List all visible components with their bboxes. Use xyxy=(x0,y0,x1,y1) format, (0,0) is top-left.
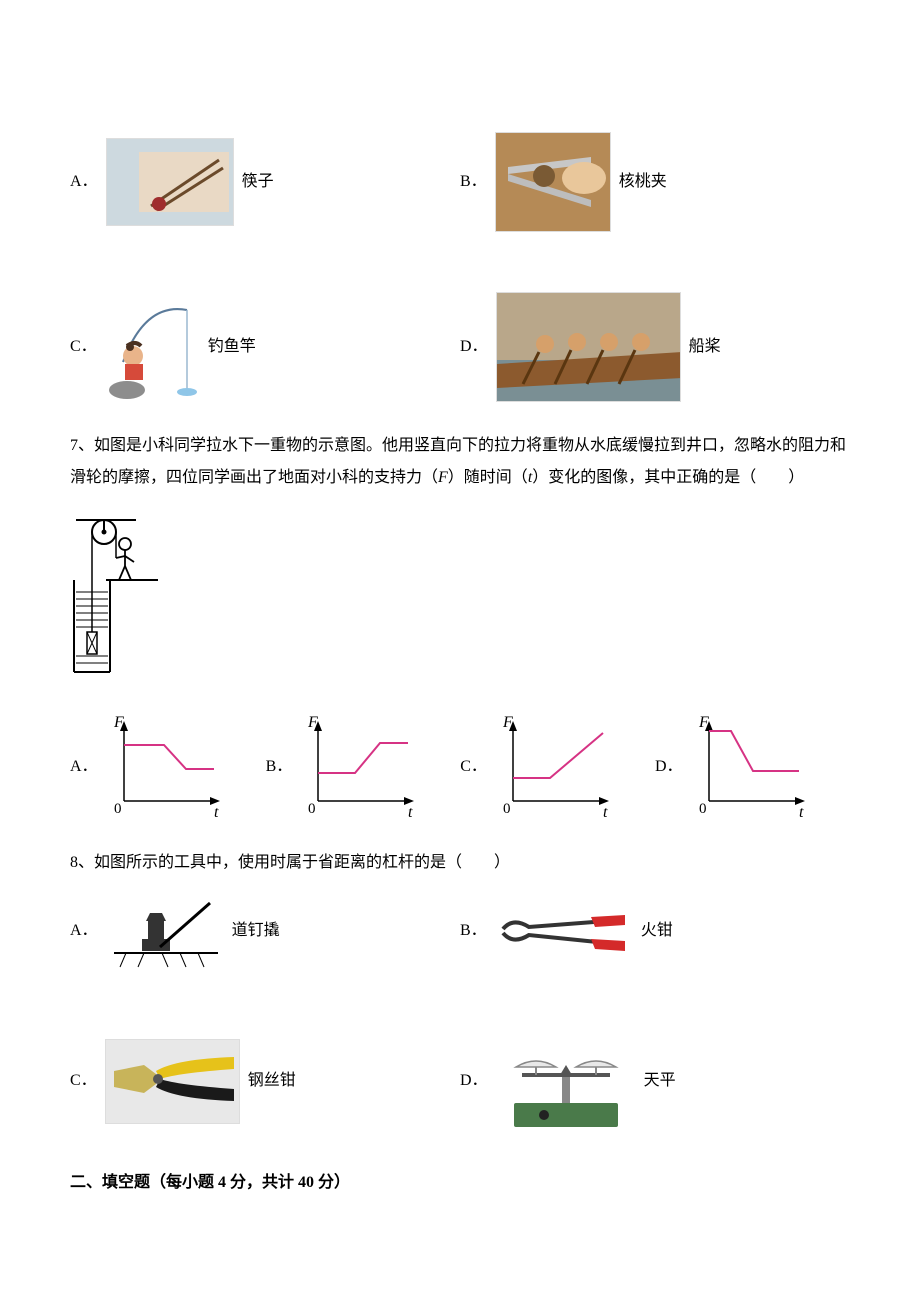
svg-text:t: t xyxy=(603,804,608,821)
option-text: 道钉撬 xyxy=(232,917,280,946)
q8-body: 如图所示的工具中，使用时属于省距离的杠杆的是（ ） xyxy=(94,854,510,871)
q7-text: 7、如图是小科同学拉水下一重物的示意图。他用竖直向下的拉力将重物从水底缓慢拉到井… xyxy=(70,430,850,494)
option-text: 船桨 xyxy=(689,333,721,362)
q7-graph-b: B． F 0 t xyxy=(266,713,421,823)
q7-text-mid: ）随时间（ xyxy=(448,469,528,486)
option-label: B． xyxy=(460,168,487,197)
placeholder-svg xyxy=(497,292,680,402)
spike-puller-image xyxy=(106,893,224,971)
option-text: 钓鱼竿 xyxy=(208,333,256,362)
section-2-title: 二、填空题（每小题 4 分，共计 40 分） xyxy=(70,1169,850,1198)
pulley-well-diagram xyxy=(70,514,162,678)
option-label: C． xyxy=(460,753,487,782)
option-label: C． xyxy=(70,1067,97,1096)
option-text: 钢丝钳 xyxy=(248,1067,296,1096)
option-label: A． xyxy=(70,917,98,946)
fire-tongs-image xyxy=(495,903,633,961)
q8-number: 8、 xyxy=(70,854,94,871)
placeholder-svg xyxy=(105,292,200,402)
q6-options: A． 筷子 B． 核桃夹 C． xyxy=(70,132,850,402)
option-label: B． xyxy=(460,917,487,946)
svg-text:0: 0 xyxy=(308,801,316,817)
q8-option-d: D． 天平 xyxy=(460,1031,850,1133)
option-label: A． xyxy=(70,168,98,197)
option-text: 筷子 xyxy=(242,168,274,197)
option-label: A． xyxy=(70,753,98,782)
oar-image xyxy=(496,292,681,402)
option-text: 天平 xyxy=(644,1067,676,1096)
q7-graph-c: C． F 0 t xyxy=(460,713,615,823)
q7-graphs: A． F 0 t B． F 0 t C． F xyxy=(70,713,850,823)
svg-text:0: 0 xyxy=(503,801,511,817)
option-text: 核桃夹 xyxy=(619,168,667,197)
svg-text:0: 0 xyxy=(699,801,707,817)
q7-var-f: F xyxy=(438,469,448,486)
option-text: 火钳 xyxy=(641,917,673,946)
graph-svg: F 0 t xyxy=(300,713,420,823)
q7-graph-a: A． F 0 t xyxy=(70,713,226,823)
q6-option-c: C． 钓鱼竿 xyxy=(70,292,460,402)
q7-graph-d: D． F 0 t xyxy=(655,713,811,823)
chopsticks-image xyxy=(106,138,234,226)
fishing-rod-image xyxy=(105,292,200,402)
axis-label-t: t xyxy=(214,804,219,821)
q7-number: 7、 xyxy=(70,437,94,454)
option-label: D． xyxy=(460,1067,488,1096)
q8-options: A． 道钉撬 B． 火钳 xyxy=(70,893,850,1133)
origin-label: 0 xyxy=(114,801,122,817)
option-label: D． xyxy=(655,753,683,782)
graph-svg: F 0 t xyxy=(691,713,811,823)
nutcracker-image xyxy=(495,132,611,232)
q7-text-post: ）变化的图像，其中正确的是（ ） xyxy=(532,469,804,486)
option-label: C． xyxy=(70,333,97,362)
option-label: B． xyxy=(266,753,293,782)
q8-option-a: A． 道钉撬 xyxy=(70,893,460,971)
placeholder-svg xyxy=(107,138,233,226)
q8-text: 8、如图所示的工具中，使用时属于省距离的杠杆的是（ ） xyxy=(70,847,850,879)
placeholder-svg xyxy=(496,132,610,232)
balance-scale-image xyxy=(496,1031,636,1133)
q8-option-c: C． 钢丝钳 xyxy=(70,1031,460,1133)
q6-option-a: A． 筷子 xyxy=(70,132,460,232)
q7-diagram xyxy=(70,514,162,678)
svg-text:t: t xyxy=(799,804,804,821)
svg-text:t: t xyxy=(408,804,413,821)
q8-option-b: B． 火钳 xyxy=(460,893,850,971)
wire-pliers-image xyxy=(105,1039,240,1124)
option-label: D． xyxy=(460,333,488,362)
q6-option-d: D． 船桨 xyxy=(460,292,850,402)
graph-svg: F 0 t xyxy=(106,713,226,823)
q6-option-b: B． 核桃夹 xyxy=(460,132,850,232)
graph-svg: F 0 t xyxy=(495,713,615,823)
